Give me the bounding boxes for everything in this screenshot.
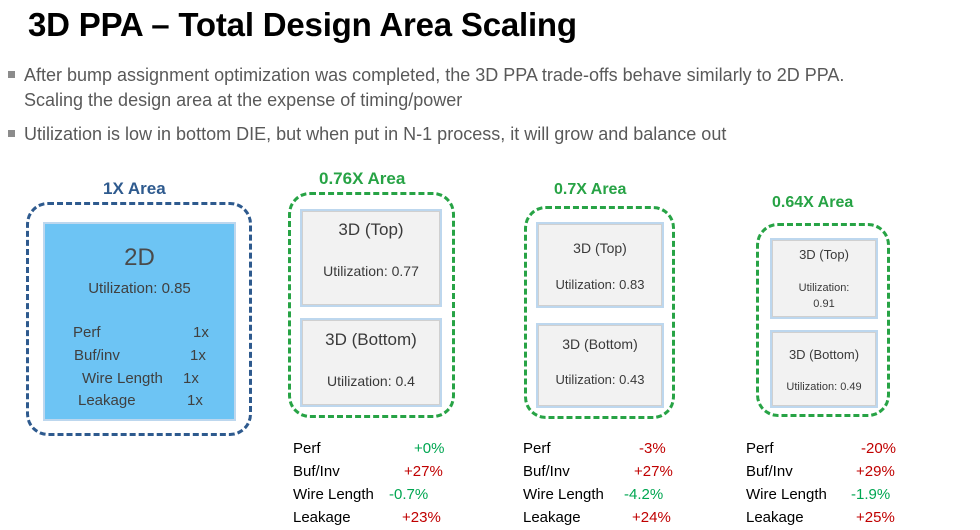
bullet-1-line-2: Scaling the design area at the expense o…: [24, 90, 463, 110]
baseline-metric-value: 1x: [190, 347, 206, 364]
die-bottom-name: 3D (Bottom): [562, 336, 638, 352]
die-top-utilization: Utilization: 0.83: [555, 277, 645, 292]
metric-label: Buf/Inv: [523, 463, 570, 480]
die-bottom-utilization: Utilization: 0.4: [327, 373, 415, 389]
die-bottom-utilization: Utilization: 0.49: [786, 381, 862, 393]
metric-value: -3%: [639, 440, 666, 457]
baseline-metric-value: 1x: [187, 392, 203, 409]
die-top-name: 3D (Top): [338, 220, 404, 239]
die-top-07x: 3D (Top) Utilization: 0.83: [536, 222, 664, 308]
metric-label: Perf: [523, 440, 551, 457]
metric-label: Wire Length: [523, 486, 604, 503]
die-top-utilization-value: 0.91: [813, 298, 835, 310]
area-label-07x: 0.7X Area: [554, 181, 627, 198]
die-top-utilization: Utilization: 0.77: [323, 263, 419, 279]
metric-value: -20%: [861, 440, 897, 457]
die-bottom-07x: 3D (Bottom) Utilization: 0.43: [536, 323, 664, 408]
baseline-metric-value: 1x: [193, 324, 209, 341]
bullet-2-line-1: Utilization is low in bottom DIE, but wh…: [24, 124, 727, 144]
bullet-square-icon: [8, 71, 15, 78]
die-bottom-064x: 3D (Bottom) Utilization: 0.49: [770, 330, 878, 408]
metric-value: -4.2%: [624, 486, 664, 503]
area-label-064x: 0.64X Area: [772, 194, 854, 211]
die-bottom-utilization: Utilization: 0.43: [555, 372, 645, 387]
bullet-1-line-1: After bump assignment optimization was c…: [24, 65, 845, 85]
metric-label: Wire Length: [293, 486, 374, 503]
metric-value: +23%: [402, 509, 441, 526]
die-bottom-name: 3D (Bottom): [788, 347, 860, 362]
area-label-076x: 0.76X Area: [319, 169, 406, 188]
baseline-frame: [26, 202, 252, 436]
metric-value: +29%: [856, 463, 895, 480]
metrics-064x: Perf -20% Buf/Inv +29% Wire Length -1.9%…: [746, 440, 906, 530]
metric-label: Leakage: [746, 509, 804, 526]
die-top-name: 3D (Top): [573, 240, 627, 256]
die-2d-utilization: Utilization: 0.85: [88, 280, 191, 297]
baseline-metric-label: Leakage: [78, 392, 136, 409]
design-frame-076x: [288, 192, 455, 418]
baseline-metric-value: 1x: [183, 370, 199, 387]
die-bottom-name: 3D (Bottom): [325, 330, 417, 349]
die-top-076x: 3D (Top) Utilization: 0.77: [300, 209, 442, 307]
die-2d-name: 2D: [124, 244, 155, 271]
metric-label: Perf: [293, 440, 321, 457]
die-top-name: 3D (Top): [799, 247, 849, 262]
metric-label: Leakage: [293, 509, 351, 526]
die-top-064x: 3D (Top) Utilization: 0.91: [770, 238, 878, 319]
metric-label: Buf/Inv: [746, 463, 793, 480]
area-label-1x: 1X Area: [103, 179, 166, 198]
metric-value: +0%: [414, 440, 445, 457]
metric-value: +25%: [856, 509, 895, 526]
metric-value: +24%: [632, 509, 671, 526]
metric-label: Wire Length: [746, 486, 827, 503]
metric-value: +27%: [634, 463, 673, 480]
metric-label: Perf: [746, 440, 774, 457]
metric-value: +27%: [404, 463, 443, 480]
baseline-metric-label: Perf: [73, 324, 101, 341]
metric-label: Buf/Inv: [293, 463, 340, 480]
bullet-1: After bump assignment optimization was c…: [8, 64, 978, 110]
slide-title: 3D PPA – Total Design Area Scaling: [28, 6, 577, 43]
die-top-utilization: Utilization:: [798, 282, 850, 294]
die-2d: 2D Utilization: 0.85 Perf 1x Buf/inv 1x …: [43, 222, 236, 421]
metrics-076x: Perf +0% Buf/Inv +27% Wire Length -0.7% …: [293, 440, 458, 530]
bullet-2: Utilization is low in bottom DIE, but wh…: [8, 123, 978, 145]
metric-value: -1.9%: [851, 486, 891, 503]
metric-value: -0.7%: [389, 486, 429, 503]
baseline-metric-label: Buf/inv: [74, 347, 120, 364]
bullet-square-icon: [8, 130, 15, 137]
baseline-metric-label: Wire Length: [82, 370, 163, 387]
die-bottom-076x: 3D (Bottom) Utilization: 0.4: [300, 318, 442, 407]
design-frame-07x: [524, 206, 675, 419]
metrics-07x: Perf -3% Buf/Inv +27% Wire Length -4.2% …: [523, 440, 683, 530]
metric-label: Leakage: [523, 509, 581, 526]
design-frame-064x: [756, 223, 890, 417]
